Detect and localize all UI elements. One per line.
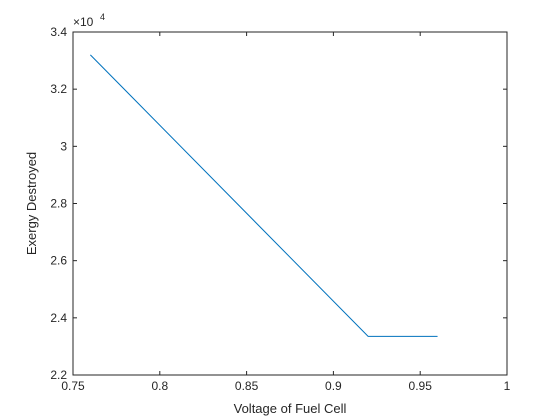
x-tick-label: 1 — [504, 379, 511, 393]
y-tick-label: 3 — [60, 139, 67, 153]
y-tick-label: 2.8 — [50, 197, 67, 211]
x-tick-label: 0.8 — [151, 379, 168, 393]
y-tick-label: 3.2 — [50, 82, 67, 96]
x-tick-label: 0.9 — [325, 379, 342, 393]
series-layer — [90, 54, 438, 337]
y-tick-label: 2.2 — [50, 368, 67, 382]
x-tick-label: 0.75 — [61, 379, 85, 393]
y-axis-exponent: ×10 — [73, 15, 94, 29]
x-axis-label: Voltage of Fuel Cell — [234, 401, 347, 416]
y-axis-label: Exergy Destroyed — [24, 152, 39, 255]
x-tick-label: 0.95 — [409, 379, 433, 393]
plot-area — [73, 32, 507, 375]
y-tick-label: 2.4 — [50, 311, 67, 325]
axis-ticks: 0.75 0.8 0.85 0.9 0.95 1 2.2 2.4 2.6 2.8 3 3.2 3.4 — [50, 25, 510, 393]
axes-box — [72, 31, 508, 376]
series-line — [90, 54, 438, 337]
x-tick-label: 0.85 — [235, 379, 259, 393]
y-tick-label: 2.6 — [50, 254, 67, 268]
y-axis-exponent-power: 4 — [100, 12, 105, 22]
y-tick-label: 3.4 — [50, 25, 67, 39]
